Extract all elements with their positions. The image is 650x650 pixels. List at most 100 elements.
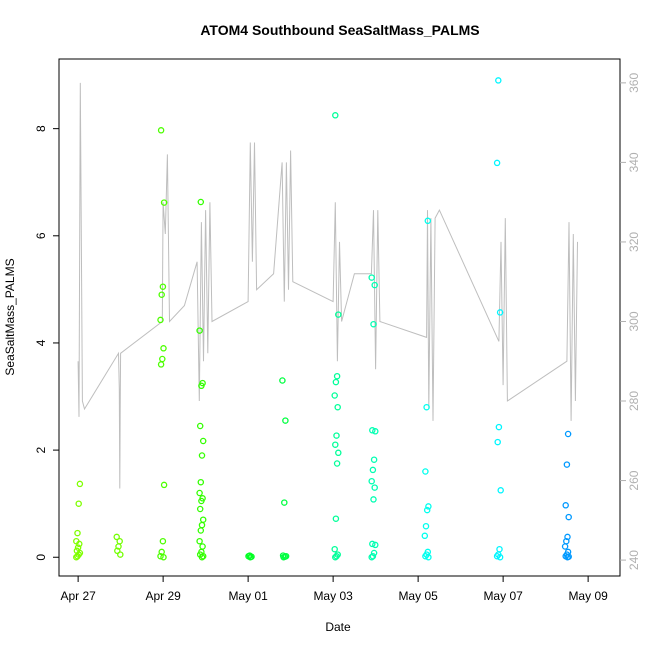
data-point	[199, 543, 206, 550]
y2-tick-label: 300	[627, 311, 641, 331]
data-point	[74, 529, 81, 537]
data-point	[369, 540, 376, 548]
data-point	[333, 372, 341, 380]
data-point	[372, 541, 379, 549]
data-point	[332, 441, 339, 448]
y2-tick-label: 340	[627, 152, 641, 172]
data-point	[76, 480, 84, 488]
data-point	[562, 502, 569, 509]
data-point	[495, 77, 502, 84]
secondary-series-line	[77, 82, 578, 489]
data-point	[331, 392, 338, 399]
data-point	[423, 506, 431, 514]
data-point	[368, 477, 375, 485]
x-tick-label: May 05	[398, 589, 438, 603]
chart-title: ATOM4 Southbound SeaSaltMass_PALMS	[200, 22, 479, 38]
data-point	[372, 428, 379, 435]
data-point	[332, 378, 340, 386]
data-point	[335, 449, 342, 457]
plot-frame	[58, 58, 621, 577]
y2-tick-label: 280	[627, 391, 641, 411]
data-point	[279, 552, 287, 559]
data-point	[334, 551, 341, 558]
data-point	[496, 309, 504, 316]
data-point	[246, 552, 253, 559]
data-point	[159, 537, 167, 545]
data-point	[493, 159, 501, 167]
x-tick-label: Apr 29	[145, 589, 181, 603]
y2-tick-label: 320	[627, 232, 641, 252]
data-point	[564, 533, 571, 541]
data-point	[159, 355, 166, 363]
data-point	[196, 327, 203, 334]
data-point	[496, 545, 503, 553]
data-point	[196, 537, 203, 545]
data-point	[331, 545, 338, 553]
x-axis-label: Date	[325, 620, 351, 634]
data-point	[494, 438, 501, 446]
data-point	[197, 478, 205, 486]
data-point	[199, 437, 207, 445]
data-point	[75, 500, 82, 507]
data-point	[563, 461, 571, 468]
data-point	[157, 316, 164, 324]
data-point	[370, 320, 377, 328]
data-point	[564, 548, 572, 556]
data-point	[421, 532, 429, 540]
data-point	[196, 505, 204, 513]
data-point	[369, 466, 377, 474]
data-point	[333, 460, 341, 467]
data-point	[371, 484, 378, 491]
data-point	[332, 112, 339, 119]
y-tick-label: 4	[34, 339, 48, 346]
data-point	[157, 127, 165, 134]
data-point	[160, 199, 168, 206]
y-tick-label: 8	[34, 125, 48, 132]
data-point	[424, 548, 432, 556]
data-point	[370, 549, 378, 557]
data-point	[370, 496, 377, 503]
data-points-layer	[73, 77, 572, 561]
data-point	[197, 198, 205, 206]
data-point	[422, 468, 429, 475]
data-point	[332, 515, 340, 522]
data-point	[371, 281, 378, 289]
y-tick-label: 2	[34, 446, 48, 453]
data-point	[116, 537, 123, 545]
y2-tick-label: 260	[627, 470, 641, 490]
data-point	[369, 427, 376, 434]
data-point	[282, 417, 289, 424]
data-point	[73, 547, 81, 555]
data-point	[565, 513, 572, 521]
data-point	[334, 403, 341, 411]
data-point	[335, 311, 342, 318]
x-tick-label: Apr 27	[60, 589, 96, 603]
data-point	[160, 481, 168, 489]
data-point	[196, 489, 203, 497]
y-axis-label: SeaSaltMass_PALMS	[3, 258, 17, 375]
data-point	[424, 217, 432, 225]
data-point	[196, 422, 204, 430]
y2-tick-label: 240	[627, 550, 641, 570]
data-point	[199, 379, 206, 387]
x-tick-label: May 09	[568, 589, 608, 603]
data-point	[423, 403, 430, 411]
data-point	[281, 499, 288, 506]
x-tick-label: May 01	[228, 589, 268, 603]
data-point	[158, 548, 165, 556]
data-point	[370, 456, 378, 463]
data-point	[159, 283, 167, 290]
y2-tick-label: 360	[627, 73, 641, 93]
data-point	[279, 377, 286, 384]
y-tick-label: 6	[34, 232, 48, 239]
x-tick-label: May 07	[483, 589, 523, 603]
data-point	[333, 432, 340, 439]
data-point	[422, 522, 430, 530]
data-point	[199, 516, 207, 523]
data-point	[160, 345, 167, 352]
data-point	[199, 495, 206, 502]
data-point	[198, 452, 206, 459]
data-point	[73, 537, 80, 545]
